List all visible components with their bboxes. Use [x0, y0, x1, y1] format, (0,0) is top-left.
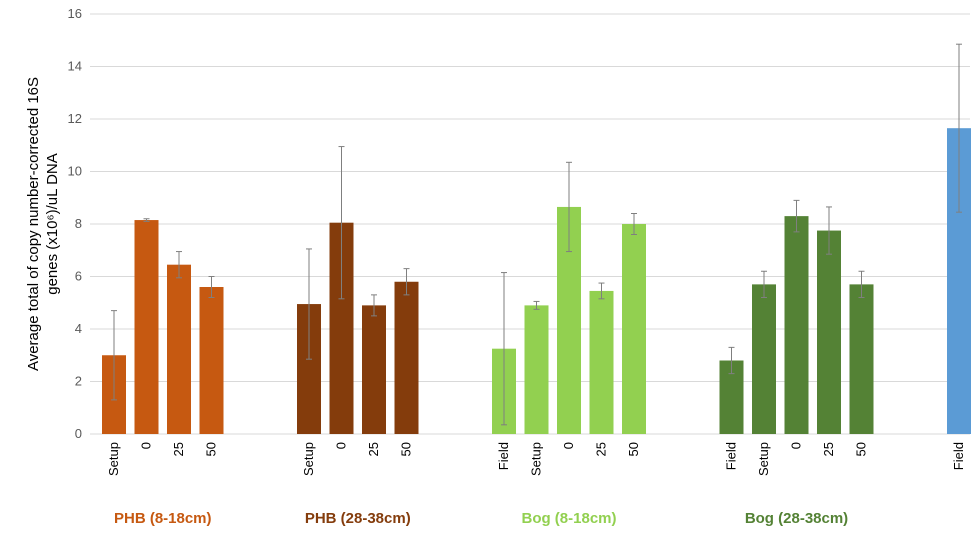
x-category-label: 0 [139, 442, 154, 449]
bar [394, 281, 419, 434]
y-axis-label-line: Average total of copy number-corrected 1… [25, 77, 42, 371]
y-tick-label: 6 [75, 269, 82, 284]
x-category-label: Setup [106, 442, 121, 476]
y-tick-label: 14 [68, 59, 82, 74]
bar [622, 224, 646, 434]
bars [102, 128, 971, 434]
x-category-label: 25 [594, 442, 609, 456]
group-labels: PHB (8-18cm) PHB (28-38cm) Bog (8-18cm) Bog… [114, 510, 848, 527]
y-axis-label: Average total of copy number-corrected 1… [25, 77, 61, 371]
y-tick-label: 2 [75, 374, 82, 389]
bar [362, 305, 386, 434]
x-category-label: 50 [854, 442, 869, 456]
x-category-label: Setup [301, 442, 316, 476]
group-label: Bog (8-18cm) [521, 510, 616, 527]
x-category-label: 25 [366, 442, 381, 456]
bar [167, 264, 191, 434]
x-category-label: 0 [789, 442, 804, 449]
bar [589, 290, 614, 434]
x-category-label: Setup [529, 442, 544, 476]
bar [524, 305, 549, 434]
x-category-label: 25 [171, 442, 186, 456]
group-label: Bog (28-38cm) [745, 510, 848, 527]
x-category-label: Field [951, 442, 966, 470]
x-category-label: 25 [821, 442, 836, 456]
y-tick-label: 8 [75, 216, 82, 231]
bar [817, 230, 841, 434]
bar [199, 287, 224, 434]
y-tick-label: 16 [68, 6, 82, 21]
category-tick-labels: Setup 0 25 50 Setup 0 25 50 Field Setup 0 25 50 Field… [106, 442, 966, 476]
error-bars [111, 43, 962, 426]
x-category-label: 50 [204, 442, 219, 456]
y-tick-label: 12 [68, 111, 82, 126]
y-tick-label: 10 [68, 164, 82, 179]
x-category-label: 50 [399, 442, 414, 456]
y-tick-label: 0 [75, 426, 82, 441]
y-axis-tick-labels: 0 2 4 6 8 10 12 14 16 [68, 6, 82, 441]
x-category-label: 0 [561, 442, 576, 449]
x-category-label: 0 [334, 442, 349, 449]
bar [134, 220, 159, 434]
bar [752, 284, 776, 434]
x-category-label: Setup [756, 442, 771, 476]
y-axis-label-line: genes (x10⁶)/uL DNA [44, 153, 61, 295]
bar [784, 216, 809, 434]
bar [849, 284, 874, 434]
group-label: PHB (8-18cm) [114, 510, 212, 527]
group-label: PHB (28-38cm) [305, 510, 411, 527]
y-tick-label: 4 [75, 321, 82, 336]
x-category-label: 50 [626, 442, 641, 456]
x-category-label: Field [724, 442, 739, 470]
gridlines [90, 13, 970, 382]
x-category-label: Field [496, 442, 511, 470]
